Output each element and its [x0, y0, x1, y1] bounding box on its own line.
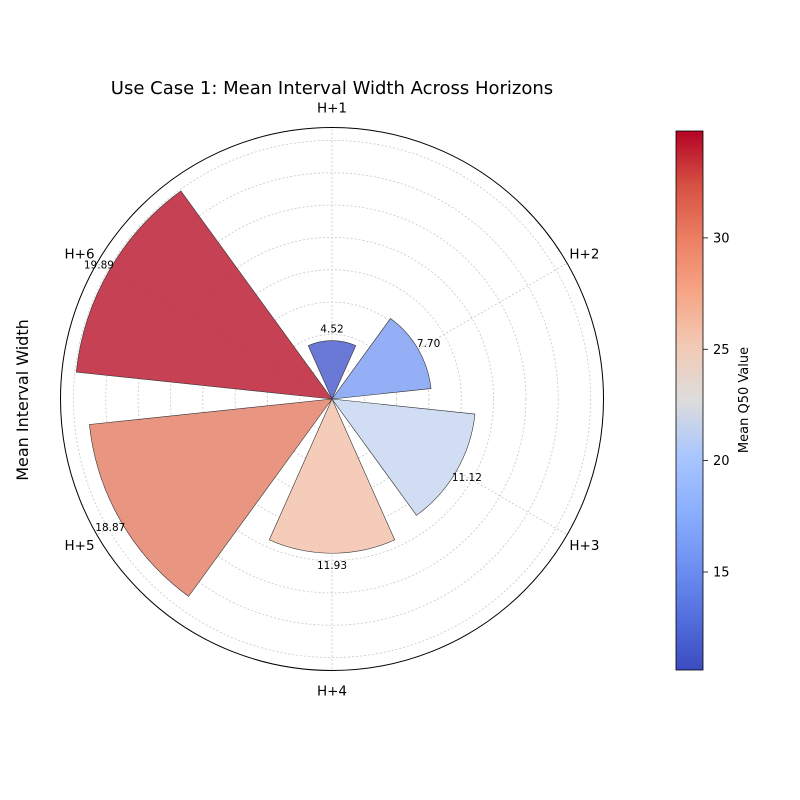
category-label: H+4 — [317, 684, 347, 700]
bar-h-plus-6 — [75, 190, 333, 400]
colorbar-tick-label: 15 — [713, 566, 730, 581]
colorbar-tick-label: 20 — [713, 454, 730, 469]
colorbar-ticks: 15 20 25 30 — [703, 231, 730, 581]
value-label: 11.12 — [452, 472, 482, 484]
chart-title: Use Case 1: Mean Interval Width Across H… — [111, 78, 553, 99]
grid-circle — [105, 172, 559, 626]
bar-h-plus-1 — [307, 340, 357, 400]
value-label: 7.70 — [417, 338, 440, 350]
value-label: 19.89 — [84, 259, 114, 271]
colorbar-tick-label: 30 — [713, 231, 730, 246]
colorbar-label: Mean Q50 Value — [737, 347, 752, 453]
bar-h-plus-4 — [268, 398, 396, 554]
colorbar-tick-label: 25 — [713, 343, 730, 358]
category-label: H+1 — [317, 101, 347, 117]
value-label: 11.93 — [317, 560, 347, 572]
bar-h-plus-3 — [331, 398, 476, 516]
value-label: 18.87 — [95, 522, 125, 534]
bar-h-plus-5 — [89, 398, 333, 597]
polar-frame — [60, 127, 604, 671]
category-label: H+3 — [569, 538, 599, 554]
bar-h-plus-2 — [331, 318, 432, 400]
category-label: H+5 — [65, 538, 95, 554]
labels: 4.52 H+1 7.70 H+2 11.12 H+3 11.93 H+4 18.87H+5 19… — [65, 101, 600, 700]
y-axis-label: Mean Interval Width — [13, 319, 32, 481]
colorbar: 15 20 25 30 Mean Q50 Value — [675, 130, 752, 671]
category-label: H+2 — [569, 246, 599, 262]
colorbar-gradient — [675, 130, 704, 671]
category-label: H+6 — [65, 246, 95, 262]
value-label: 4.52 — [320, 324, 343, 336]
bars — [75, 190, 476, 597]
grid-circle — [73, 140, 591, 658]
